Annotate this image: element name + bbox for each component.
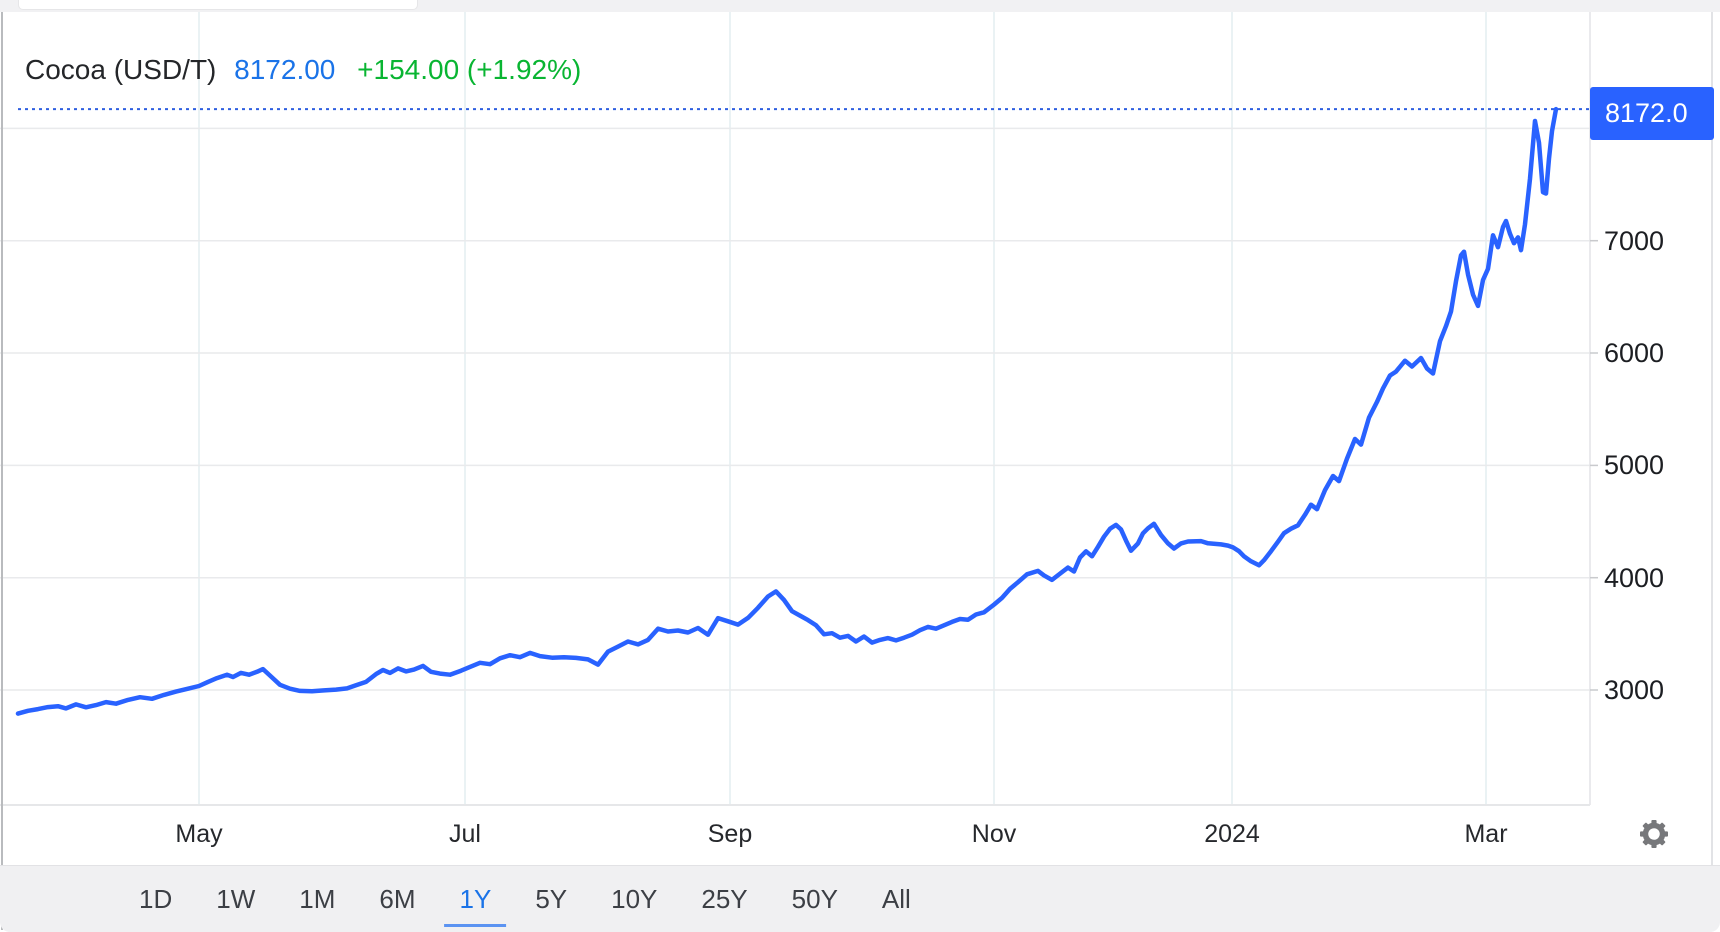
x-axis-label-May: May: [175, 820, 223, 848]
price-axis-badge: 8172.0: [1590, 87, 1714, 140]
y-axis-label-3000: 3000: [1604, 675, 1665, 705]
axis-borders-and-ticks: [0, 12, 1598, 806]
range-button-all[interactable]: All: [881, 883, 911, 914]
vertical-gridlines: [198, 12, 1487, 805]
horizontal-gridlines: [0, 127, 1590, 691]
x-axis-label-Jul: Jul: [449, 820, 481, 848]
range-button-group: 1D 1W 1M 6M 1Y 5Y 10Y 25Y 50Y All: [139, 866, 911, 932]
range-button-5y[interactable]: 5Y: [535, 883, 568, 914]
y-axis-label-4000: 4000: [1604, 563, 1665, 593]
instrument-name: Cocoa (USD/T): [25, 54, 217, 85]
range-button-1d[interactable]: 1D: [139, 883, 173, 914]
range-button-1m[interactable]: 1M: [299, 883, 336, 914]
last-price-value: 8172.00: [234, 54, 336, 85]
top-toolbar-fragment: [18, 0, 418, 10]
range-button-1w[interactable]: 1W: [216, 883, 256, 914]
price-line-series: [15, 106, 1559, 716]
price-axis-badge-label: 8172.0: [1605, 98, 1688, 128]
panel-right-border: [1711, 12, 1713, 930]
x-axis-label-Nov: Nov: [971, 820, 1017, 848]
settings-gear-icon[interactable]: [1637, 817, 1671, 851]
range-toolbar: 1D 1W 1M 6M 1Y 5Y 10Y 25Y 50Y All: [0, 865, 1720, 932]
x-axis-label-2024: 2024: [1204, 820, 1260, 848]
chart-header: Cocoa (USD/T) 8172.00 +154.00 (+1.92%): [25, 54, 581, 86]
range-button-6m[interactable]: 6M: [379, 883, 416, 914]
range-button-50y[interactable]: 50Y: [791, 883, 838, 914]
range-button-25y[interactable]: 25Y: [701, 883, 748, 914]
x-axis-label-Mar: Mar: [1464, 820, 1508, 848]
x-axis-label-Sep: Sep: [707, 820, 753, 848]
y-axis-label-5000: 5000: [1604, 450, 1665, 480]
range-button-10y[interactable]: 10Y: [611, 883, 658, 914]
y-axis-label-7000: 7000: [1604, 226, 1665, 256]
top-strip: [0, 0, 1720, 12]
panel-left-border: [1, 12, 3, 930]
price-change-value: +154.00 (+1.92%): [357, 54, 582, 85]
range-button-1y[interactable]: 1Y: [460, 866, 492, 932]
y-axis-label-6000: 6000: [1604, 338, 1665, 368]
